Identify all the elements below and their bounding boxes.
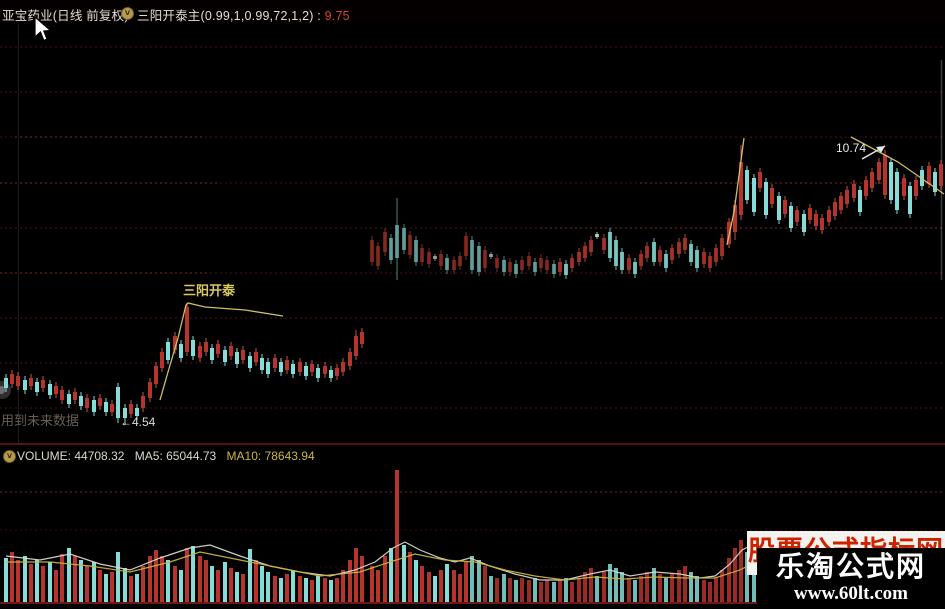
volume-header: VOLUME: 44708.32 MA5: 65044.73 MA10: 786… [17, 449, 315, 463]
signal-annotation-label: 三阳开泰 [183, 283, 236, 298]
future-data-note: 用到未来数据 [1, 413, 80, 428]
watermark-site-box: 乐淘公式网 www.60lt.com [757, 548, 945, 609]
indicator-separator: : [313, 9, 325, 23]
title-bar: 亚宝药业(日线 前复权) ˅ 三阳开泰主(0.99,1,0.99,72,1,2)… [0, 0, 945, 24]
indicator-collapse-icon[interactable]: ˅ [121, 7, 134, 20]
indicator-name: 三阳开泰主(0.99,1,0.99,72,1,2) [137, 9, 314, 23]
indicator-title[interactable]: 三阳开泰主(0.99,1,0.99,72,1,2) : 9.75 [137, 5, 350, 24]
volume-collapse-icon[interactable]: ˅ [3, 450, 16, 463]
indicator-value: 9.75 [324, 9, 350, 23]
mouse-cursor [34, 16, 52, 42]
watermark-site-name: 乐淘公式网 [775, 551, 926, 582]
watermark-site-url: www.60lt.com [794, 583, 908, 604]
high-price-label: 10.74 [836, 141, 867, 155]
low-price-label: ←4.54 [120, 415, 156, 429]
ma5-label-value: MA5: 65044.73 [134, 449, 217, 463]
volume-label-value: VOLUME: 44708.32 [17, 449, 125, 463]
ma10-label-value: MA10: 78643.94 [226, 449, 315, 463]
stock-title: 亚宝药业(日线 前复权) [2, 9, 129, 23]
